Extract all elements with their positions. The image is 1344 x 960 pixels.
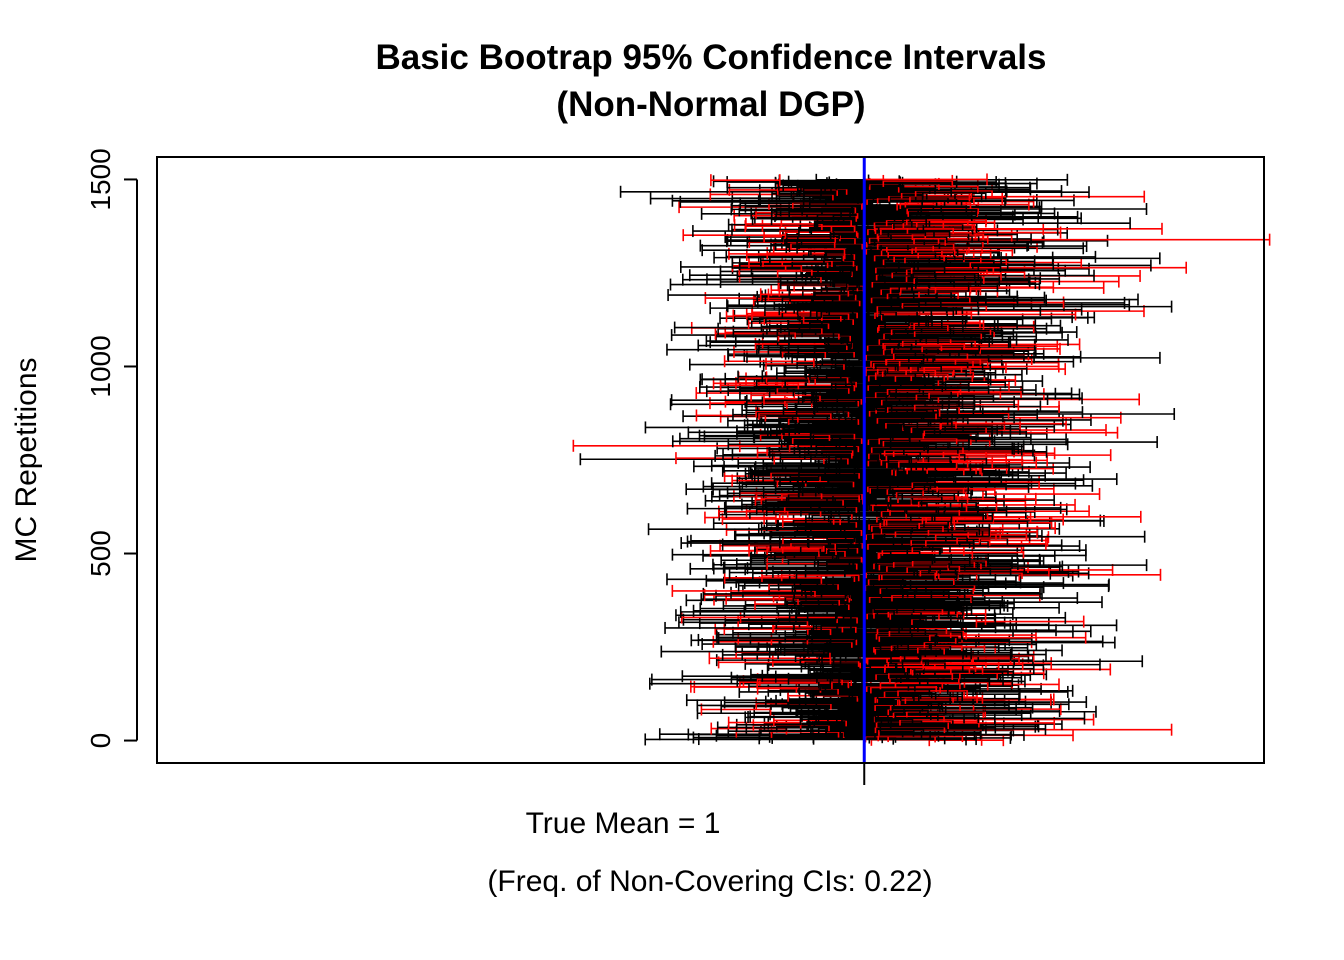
- interval-group: [572, 173, 1271, 747]
- y-tick-label: 0: [85, 733, 116, 749]
- y-tick-label: 1500: [85, 148, 116, 210]
- x-axis-label: True Mean = 1: [526, 807, 721, 840]
- chart-subtitle: (Freq. of Non-Covering CIs: 0.22): [487, 865, 932, 898]
- chart-title-line-2: (Non-Normal DGP): [556, 85, 865, 124]
- y-tick-label: 1000: [85, 335, 116, 397]
- y-axis-label: MC Repetitions: [10, 357, 43, 562]
- plot-frame: [156, 156, 1265, 764]
- y-tick-label: 500: [85, 530, 116, 577]
- y-axis: 0 500 1000 1500: [85, 148, 138, 749]
- chart-title-line-1: Basic Bootrap 95% Confidence Intervals: [375, 38, 1046, 77]
